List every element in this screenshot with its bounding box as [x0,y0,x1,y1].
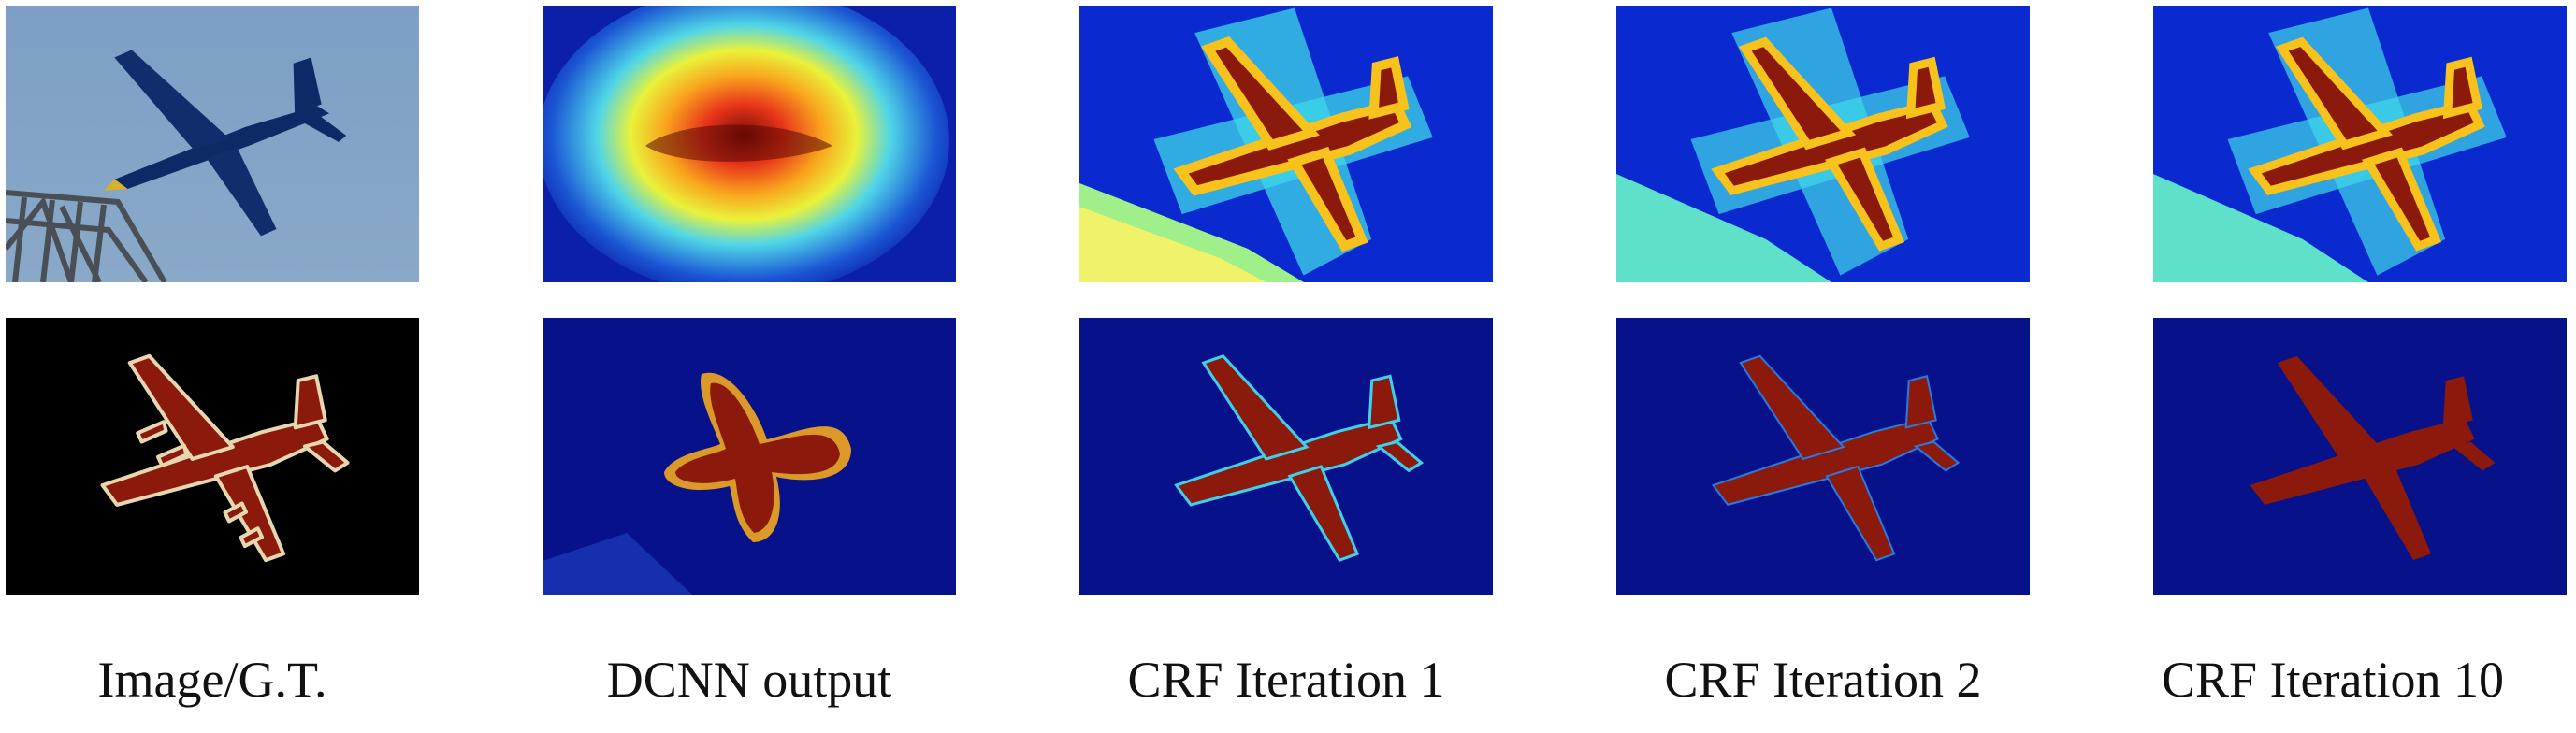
crf-iter10-belief-map [2153,6,2567,282]
ground-truth-mask [6,318,419,595]
caption-image-gt: Image/G.T. [97,652,327,708]
crf-iter1-score-map [1079,318,1493,595]
caption-dcnn-output: DCNN output [606,652,892,708]
caption-crf-iteration-1: CRF Iteration 1 [1127,652,1445,708]
caption-crf-iteration-10: CRF Iteration 10 [2162,652,2504,708]
crf-iter1-belief-map [1079,6,1493,282]
crf-iter2-score-map [1616,318,2030,595]
input-photo [6,6,419,282]
dcnn-score-map [543,318,956,595]
dcnn-belief-map [543,6,956,282]
crf-iter2-belief-map [1616,6,2030,282]
caption-crf-iteration-2: CRF Iteration 2 [1664,652,1982,708]
crf-iter10-score-map [2153,318,2567,595]
